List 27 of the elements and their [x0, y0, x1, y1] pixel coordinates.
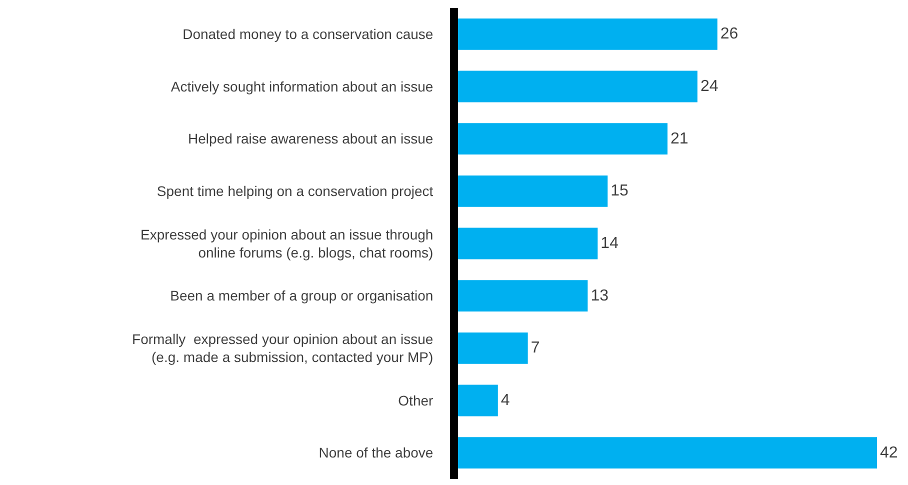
data-label: 42 [880, 444, 898, 462]
bar [458, 332, 528, 364]
data-label: 13 [590, 287, 609, 304]
data-label: 24 [700, 78, 718, 95]
data-label: 21 [670, 130, 688, 148]
data-label: 4 [500, 392, 510, 409]
y-tick-label: Expressed your opinion about an issue through online forums (e.g. blogs, chat rooms) [140, 226, 434, 260]
data-label: 7 [530, 340, 540, 357]
bar [458, 437, 877, 469]
y-tick-label: Other [398, 392, 434, 408]
y-tick-label: Been a member of a group or organisation [170, 288, 434, 304]
y-tick-label: Actively sought information about an issue [170, 78, 434, 94]
bar [458, 123, 668, 155]
y-tick-label: Donated money to a conservation cause [182, 26, 434, 42]
data-label: 15 [610, 182, 629, 200]
data-label: 14 [600, 235, 619, 252]
bar [458, 18, 718, 50]
data-label: 26 [720, 26, 738, 43]
bar [458, 280, 588, 312]
bar [458, 384, 498, 416]
bar [458, 175, 608, 207]
y-tick-label: Helped raise awareness about an issue [188, 130, 434, 147]
y-tick-label: Spent time helping on a conservation project [156, 183, 434, 200]
y-tick-label: Formally expressed your opinion about an issue (e.g. made a submission, contacted your MP) [132, 330, 434, 366]
bar [458, 228, 598, 260]
bar [458, 70, 698, 102]
y-tick-label: None of the above [318, 444, 434, 461]
